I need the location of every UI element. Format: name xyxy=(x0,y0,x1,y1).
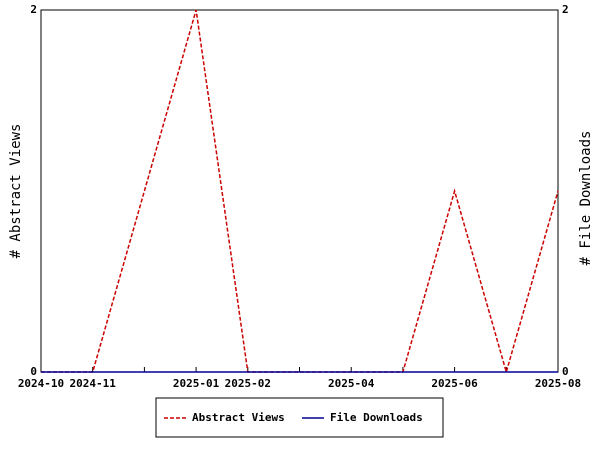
x-tick-label: 2025-08 xyxy=(535,377,581,390)
x-tick-label: 2025-01 xyxy=(173,377,220,390)
x-tick-label: 2025-02 xyxy=(225,377,271,390)
y-tick-label: 2 xyxy=(30,3,37,16)
x-tick-label: 2025-06 xyxy=(431,377,478,390)
y2-tick-label: 0 xyxy=(562,365,569,378)
y2-tick-label: 2 xyxy=(562,3,569,16)
series-line xyxy=(41,9,559,375)
y-tick-label: 0 xyxy=(30,365,37,378)
x-tick-label: 2024-11 xyxy=(70,377,117,390)
legend-label: File Downloads xyxy=(330,411,423,424)
y2-axis-label: # File Downloads xyxy=(578,131,594,266)
x-tick-label: 2024-10 xyxy=(18,377,64,390)
x-tick-label: 2025-04 xyxy=(328,377,375,390)
y-axis-label: # Abstract Views xyxy=(8,124,24,259)
legend-label: Abstract Views xyxy=(192,411,285,424)
plot-frame xyxy=(40,9,559,373)
legend-box xyxy=(155,397,444,438)
